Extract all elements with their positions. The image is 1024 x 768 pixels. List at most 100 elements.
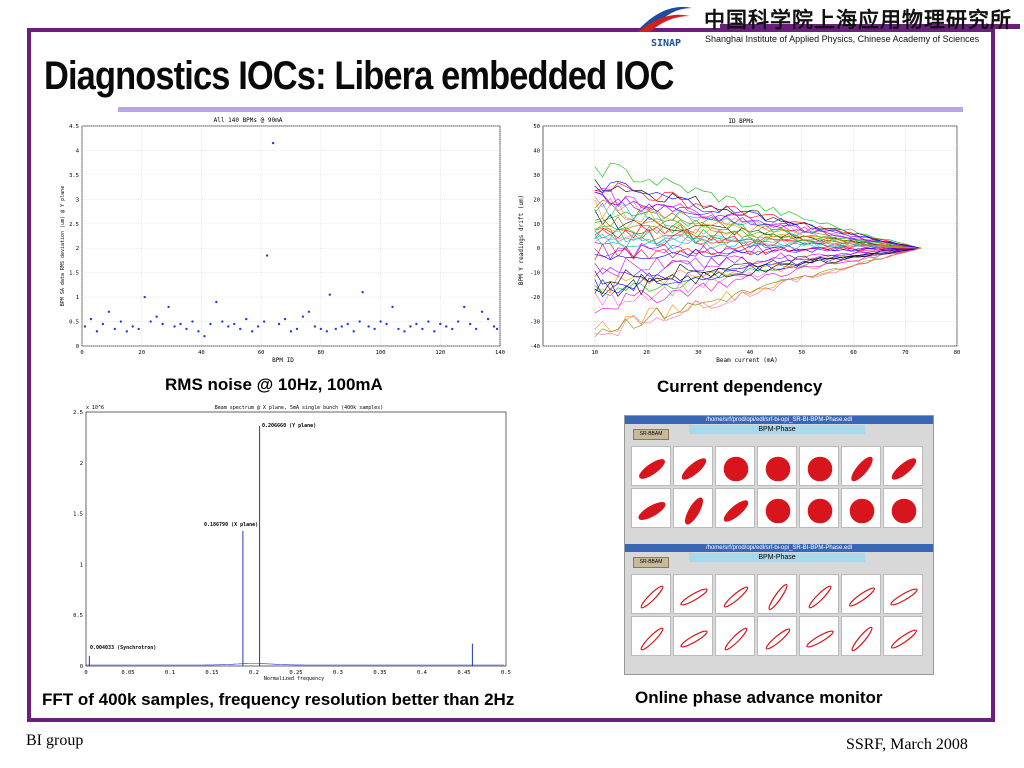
rms-x-label: BPM ID bbox=[272, 357, 294, 364]
drift-x-tick-label: 40 bbox=[747, 350, 754, 356]
rms-data-point bbox=[415, 322, 418, 326]
rms-data-point bbox=[445, 325, 448, 328]
phase-ellipse bbox=[724, 627, 748, 651]
fft-y-tick-label: 1 bbox=[80, 562, 83, 568]
drift-y-tick-label: 20 bbox=[533, 197, 540, 203]
rms-data-point bbox=[385, 322, 388, 326]
drift-series-line bbox=[594, 202, 921, 249]
fft-plot-frame bbox=[85, 411, 507, 667]
fft-x-tick-label: 0.4 bbox=[417, 670, 428, 676]
phase-monitor-window: /home/srf/prod/opi/edl/srf-bi-opi_SR-BI-… bbox=[624, 415, 934, 675]
phase-ellipse bbox=[890, 629, 918, 649]
rms-data-point bbox=[328, 293, 332, 296]
phase-ellipse bbox=[640, 585, 664, 609]
rms-y-tick-label: 2.5 bbox=[69, 222, 79, 228]
drift-series-line bbox=[594, 224, 921, 249]
rms-data-point bbox=[250, 330, 254, 333]
phase-plot-cell bbox=[883, 488, 923, 528]
fft-x-tick-label: 0.1 bbox=[165, 670, 175, 676]
rms-data-point bbox=[462, 305, 466, 309]
slide-title: Diagnostics IOCs: Libera embedded IOC bbox=[44, 54, 674, 98]
phase-ellipse bbox=[723, 586, 749, 608]
logo-text: SINAP bbox=[651, 38, 681, 49]
rms-data-point bbox=[197, 330, 200, 333]
fft-y-tick-label: 2 bbox=[80, 461, 83, 467]
rms-data-point bbox=[209, 322, 212, 326]
rms-data-point bbox=[480, 310, 484, 313]
rms-y-tick-label: 4 bbox=[76, 148, 80, 154]
rms-data-point bbox=[167, 305, 170, 309]
phase-plot-cell bbox=[799, 574, 839, 614]
phase-ellipse bbox=[768, 583, 788, 611]
phase-window-titlebar-2[interactable]: /home/srf/prod/opi/edl/srf-bi-opi_SR-BI-… bbox=[625, 544, 933, 552]
drift-series-line bbox=[594, 247, 921, 297]
rms-data-point bbox=[474, 327, 478, 331]
rms-data-point bbox=[256, 325, 260, 328]
phase-ellipse bbox=[639, 459, 665, 479]
drift-series-line bbox=[594, 246, 921, 261]
drift-caption: Current dependency bbox=[657, 377, 823, 396]
phase-plot-cell bbox=[757, 446, 797, 486]
phase-plot-cell bbox=[799, 446, 839, 486]
phase-ellipse bbox=[851, 626, 873, 652]
rms-data-point bbox=[161, 322, 164, 326]
rms-data-point bbox=[492, 325, 496, 328]
phase-plot-cell bbox=[841, 488, 881, 528]
fft-x-tick-label: 0.05 bbox=[121, 670, 134, 676]
phase-plot-cell bbox=[631, 574, 671, 614]
drift-x-tick-label: 80 bbox=[954, 350, 961, 356]
phase-window-bottom: /home/srf/prod/opi/edl/srf-bi-opi_SR-BI-… bbox=[625, 544, 933, 656]
phase-button[interactable]: SR-BBAM bbox=[633, 429, 669, 440]
rms-x-tick-label: 120 bbox=[435, 350, 445, 356]
drift-x-tick-label: 20 bbox=[643, 350, 650, 356]
phase-ellipse bbox=[808, 585, 832, 609]
phase-plot-cell bbox=[631, 446, 671, 486]
phase-plot-cell bbox=[715, 616, 755, 656]
drift-series-line bbox=[594, 247, 921, 285]
rms-data-point bbox=[83, 325, 87, 328]
rms-data-point bbox=[137, 327, 140, 331]
rms-data-point bbox=[265, 254, 269, 257]
phase-ellipse bbox=[849, 498, 875, 524]
drift-series-line bbox=[594, 247, 921, 306]
rms-y-label: BPM SA data RMS deviation (um) @ Y plane bbox=[60, 186, 66, 306]
rms-y-tick-label: 0 bbox=[76, 344, 79, 350]
rms-data-point bbox=[185, 327, 188, 331]
rms-data-point bbox=[125, 330, 128, 333]
phase-plot-cell bbox=[631, 616, 671, 656]
rms-data-point bbox=[107, 310, 111, 313]
rms-data-point bbox=[113, 327, 117, 331]
drift-series-line bbox=[594, 220, 921, 249]
fft-y-tick-label: 2.5 bbox=[73, 410, 83, 416]
rms-data-point bbox=[325, 330, 329, 333]
fft-x-tick-label: 0 bbox=[84, 670, 87, 676]
fft-y-tick-label: 0 bbox=[80, 664, 83, 670]
drift-series-line bbox=[594, 247, 921, 338]
rms-data-point bbox=[468, 322, 472, 326]
fft-x-label: Normalized frequency bbox=[264, 676, 324, 682]
fft-x-tick-label: 0.5 bbox=[501, 670, 511, 676]
phase-ellipse bbox=[680, 588, 708, 606]
fft-x-tick-label: 0.35 bbox=[373, 670, 386, 676]
rms-data-point bbox=[307, 310, 311, 313]
phase-ellipse bbox=[765, 456, 791, 482]
fft-x-tick-label: 0.45 bbox=[457, 670, 470, 676]
rms-data-point bbox=[391, 305, 394, 309]
rms-data-point bbox=[95, 330, 99, 333]
phase-button-2[interactable]: SR-BBAM bbox=[633, 557, 669, 568]
title-underline bbox=[118, 107, 963, 112]
rms-data-point bbox=[143, 295, 146, 299]
rms-data-point bbox=[191, 320, 194, 323]
drift-y-tick-label: 10 bbox=[533, 222, 540, 228]
sinap-logo: SINAP bbox=[638, 6, 692, 49]
drift-series-line bbox=[594, 243, 921, 261]
rms-data-point bbox=[262, 320, 266, 323]
drift-x-tick-label: 30 bbox=[695, 350, 702, 356]
phase-ellipse bbox=[765, 498, 791, 524]
rms-data-point bbox=[457, 320, 460, 323]
phase-ellipse bbox=[638, 502, 666, 520]
phase-ellipse bbox=[685, 497, 703, 525]
rms-data-point bbox=[409, 325, 412, 328]
phase-window-titlebar[interactable]: /home/srf/prod/opi/edl/srf-bi-opi_SR-BI-… bbox=[625, 416, 933, 424]
rms-x-tick-label: 20 bbox=[138, 350, 145, 356]
